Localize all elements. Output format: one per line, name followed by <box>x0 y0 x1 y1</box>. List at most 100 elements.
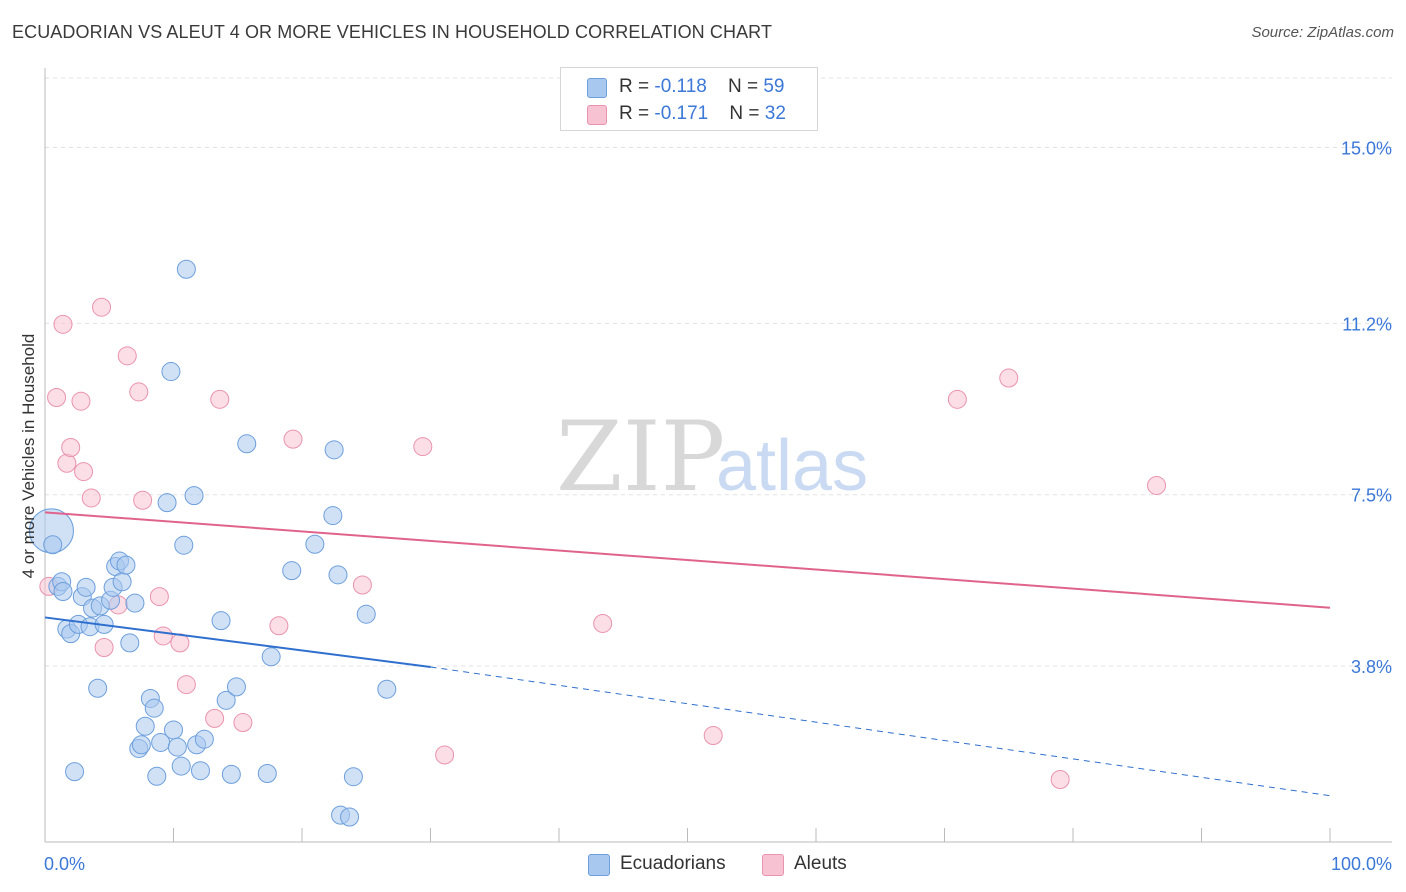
ecuadorian-point <box>328 565 348 585</box>
ecuadorian-point <box>194 729 214 749</box>
ecuadorian-point <box>176 259 196 279</box>
ecuadorians-trend-extension <box>430 666 1331 797</box>
aleut-point <box>435 745 455 765</box>
legend-n-value: 32 <box>764 103 786 124</box>
ecuadorian-point <box>237 434 257 454</box>
aleut-point <box>71 391 91 411</box>
ecuadorian-point <box>184 486 204 506</box>
ecuadorians-trend-line <box>44 616 431 668</box>
aleut-point <box>413 437 433 457</box>
aleut-point <box>53 314 73 334</box>
ecuadorian-point <box>282 561 302 581</box>
aleut-point <box>149 587 169 607</box>
ecuadorian-point <box>226 677 246 697</box>
ecuadorian-point <box>257 763 277 783</box>
aleut-point <box>703 726 723 746</box>
ecuadorian-point <box>323 506 343 526</box>
chart-title: ECUADORIAN VS ALEUT 4 OR MORE VEHICLES I… <box>12 22 773 42</box>
ecuadorian-point <box>174 535 194 555</box>
aleut-point <box>61 437 81 457</box>
aleuts-trend-line <box>44 511 1331 609</box>
ecuadorian-point <box>125 593 145 613</box>
legend-swatch-aleuts <box>762 854 784 876</box>
aleut-point <box>170 633 190 653</box>
axes <box>44 68 1392 843</box>
ecuadorian-point <box>161 362 181 382</box>
y-tick-label: 7.5% <box>1351 486 1392 506</box>
aleut-point <box>94 638 114 658</box>
source-label: Source: ZipAtlas.com <box>1251 24 1394 41</box>
trend-lines <box>44 511 1331 797</box>
ecuadorian-point <box>135 716 155 736</box>
ecuadorian-point <box>171 756 191 776</box>
legend-r-label: R = <box>619 76 655 97</box>
aleut-point <box>947 389 967 409</box>
ecuadorian-point <box>167 737 187 757</box>
aleut-point <box>593 613 613 633</box>
legend-swatch-aleuts <box>587 105 607 125</box>
aleut-point <box>210 389 230 409</box>
tick-labels: 3.8% 7.5% 11.2% 15.0% 0.0% 100.0% <box>44 138 1392 874</box>
watermark-zip: ZIP <box>556 401 725 513</box>
watermark: ZIP atlas <box>556 401 868 513</box>
aleut-point <box>1147 475 1167 495</box>
aleut-point <box>233 713 253 733</box>
ecuadorian-point <box>53 582 73 602</box>
legend-r-value: -0.171 <box>654 103 709 124</box>
ecuadorian-point <box>216 690 236 710</box>
ecuadorian-point <box>131 735 151 755</box>
ecuadorian-point <box>164 720 183 740</box>
aleut-point <box>57 453 77 473</box>
aleut-point <box>999 368 1019 388</box>
ecuadorian-point <box>65 762 85 782</box>
ecuadorian-point <box>88 678 108 698</box>
correlation-legend: R = -0.118 N = 59 R = -0.171 N = 32 <box>560 67 818 131</box>
ecuadorian-point <box>190 761 210 781</box>
aleut-point <box>1050 769 1070 789</box>
y-tick-label: 11.2% <box>1342 314 1392 334</box>
aleut-point <box>74 462 94 482</box>
aleut-point <box>92 297 112 317</box>
ecuadorian-point <box>147 766 167 786</box>
watermark-atlas: atlas <box>716 426 868 506</box>
legend-swatch-ecuadorians <box>587 78 607 98</box>
aleut-point <box>205 708 225 728</box>
x-tick-label: 100.0% <box>1331 854 1392 874</box>
ecuadorian-point <box>340 807 360 827</box>
ecuadorian-point <box>76 577 96 597</box>
legend-r-value: -0.118 <box>654 76 707 97</box>
ecuadorian-point <box>116 555 136 575</box>
aleut-point <box>47 387 67 407</box>
legend-n-label: N = <box>729 103 765 124</box>
ecuadorian-point <box>324 440 344 460</box>
y-tick-label: 15.0% <box>1341 138 1392 158</box>
ecuadorian-point <box>305 534 325 554</box>
aleut-point <box>352 575 372 595</box>
legend-swatch-ecuadorians <box>588 854 610 876</box>
gridlines <box>45 77 1392 667</box>
y-tick-label: 3.8% <box>1351 657 1392 677</box>
ecuadorian-point <box>120 633 140 653</box>
ecuadorian-point <box>343 767 363 787</box>
x-tick-label: 0.0% <box>44 854 85 874</box>
ecuadorian-point <box>157 493 177 513</box>
ecuadorians-points <box>28 259 397 827</box>
aleut-point <box>81 488 101 508</box>
legend-label-ecuadorians: Ecuadorians <box>620 853 726 874</box>
ecuadorian-point <box>261 647 281 667</box>
ecuadorian-point <box>211 611 231 631</box>
aleut-point <box>153 626 173 646</box>
legend-n-value: 59 <box>763 76 785 97</box>
y-axis-label: 4 or more Vehicles in Household <box>19 334 38 579</box>
ecuadorian-point <box>221 764 241 784</box>
legend-label-aleuts: Aleuts <box>794 853 847 874</box>
ecuadorian-point <box>144 698 164 718</box>
ecuadorian-point <box>43 535 63 555</box>
aleut-point <box>133 490 153 510</box>
aleut-point <box>129 382 149 402</box>
ecuadorian-point <box>377 679 397 699</box>
ecuadorian-point <box>356 604 376 624</box>
aleuts-points <box>39 297 1167 789</box>
aleut-point <box>117 346 137 366</box>
